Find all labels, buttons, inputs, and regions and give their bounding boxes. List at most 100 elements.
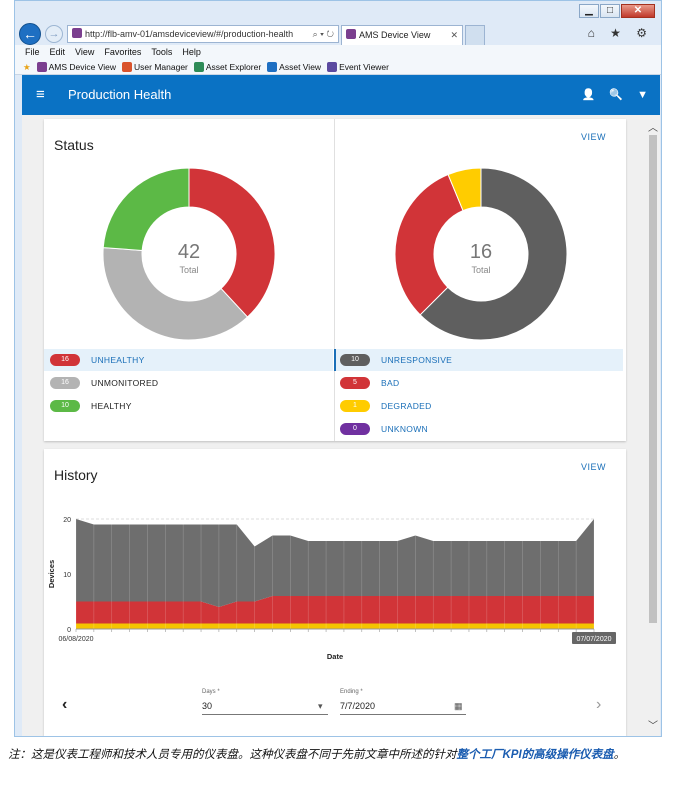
left-donut-chart: 42 Total [102,167,276,341]
favorite-site-icon [36,62,47,72]
days-dropdown-icon[interactable]: ▾ [318,701,323,711]
favorite-link[interactable]: Asset View [267,59,321,74]
legend-row-unmonitored[interactable]: 16 UNMONITORED [44,372,333,394]
donut-slice-unhealthy[interactable] [188,167,276,318]
back-button[interactable]: ← [19,23,41,45]
minimize-button[interactable]: ▁ [579,4,599,18]
count-badge: 16 [50,354,80,366]
donut-slice-bad[interactable] [394,173,464,316]
favorite-link[interactable]: Asset Explorer [193,59,262,74]
menu-item-view[interactable]: View [75,47,95,57]
count-badge: 16 [50,377,80,389]
favorite-label: AMS Device View [48,62,117,72]
tab-title: AMS Device View [359,30,431,40]
donut-total-label: Total [179,265,198,275]
days-underline [202,714,328,715]
scrollbar-thumb[interactable] [649,135,657,623]
ending-label: Ending * [340,689,363,695]
count-badge: 1 [340,400,370,412]
menu-item-tools[interactable]: Tools [151,47,173,57]
area-series-0 [76,623,594,629]
legend-label[interactable]: UNHEALTHY [91,355,145,365]
legend-label[interactable]: UNMONITORED [91,378,159,388]
days-select[interactable]: 30 [202,701,213,711]
scroll-down-icon[interactable]: ﹀ [648,721,658,732]
tab-close-icon[interactable]: ✕ [450,30,458,40]
legend-row-unhealthy[interactable]: 16 UNHEALTHY [44,349,333,371]
x-start-label: 06/08/2020 [58,636,93,643]
search-icon[interactable]: 🔍 [609,89,624,101]
donut-total-label: Total [471,265,490,275]
menu-item-favorites[interactable]: Favorites [104,47,142,57]
selection-indicator [334,349,336,371]
legend-row-bad[interactable]: 5 BAD [334,372,623,394]
x-end-label: 07/07/2020 [576,636,611,643]
address-actions-icon[interactable]: ⌕ ▾ ↻ [312,29,334,39]
favorites-star-icon[interactable]: ★ [23,62,31,72]
legend-row-unresponsive[interactable]: 10 UNRESPONSIVE [334,349,623,371]
menu-item-edit[interactable]: Edit [49,47,66,57]
maximize-button[interactable]: □ [600,4,620,18]
menu-bar: File Edit View Favorites Tools Help [15,45,661,59]
donut-slice-unmonitored[interactable] [102,247,249,341]
menu-item-help[interactable]: Help [182,47,201,57]
scroll-up-icon[interactable]: ︿ [648,123,658,134]
favorite-link[interactable]: User Manager [122,59,188,74]
x-axis-label: Date [327,652,343,661]
donut-slice-healthy[interactable] [102,167,190,252]
caption-highlight-kpi: KPI [502,749,522,761]
menu-item-file[interactable]: File [25,47,40,57]
next-page-button[interactable]: › [596,696,602,713]
vertical-scrollbar[interactable]: ︿ ﹀ [646,115,660,736]
new-tab-button[interactable] [465,25,485,45]
caption-highlight-plant: 整个工厂 [456,749,503,761]
forward-button[interactable]: → [45,25,63,43]
legend-row-degraded[interactable]: 1 DEGRADED [334,395,623,417]
tab-ams-device-view[interactable]: AMS Device View ✕ [341,25,463,45]
user-icon[interactable]: 👤 [581,89,596,101]
legend-row-healthy[interactable]: 10 HEALTHY [44,395,333,417]
legend-label[interactable]: DEGRADED [381,401,432,411]
calendar-icon[interactable]: ▦ [454,701,463,711]
y-tick-label: 20 [63,517,71,524]
site-favicon-icon [72,28,82,38]
browser-window: ▁ □ ✕ ← → http://flb-amv-01/amsdevicevie… [14,0,662,737]
status-view-link[interactable]: VIEW [580,132,606,142]
y-tick-label: 10 [63,572,71,579]
donut-total-value: 42 [178,241,200,263]
hamburger-menu-icon[interactable]: ≡ [36,86,45,103]
legend-label[interactable]: UNKNOWN [381,424,428,434]
donut-slice-degraded[interactable] [447,167,482,212]
favorite-label: Asset Explorer [205,62,262,72]
legend-label[interactable]: HEALTHY [91,401,132,411]
legend-label[interactable]: UNRESPONSIVE [381,355,453,365]
status-card: Status VIEW 42 Total 16 Total 16 UNHEALTHY 1… [44,119,626,441]
tab-favicon-icon [346,29,356,39]
favorite-site-icon [327,62,338,72]
favorite-link[interactable]: AMS Device View [36,59,117,74]
x-end-tooltip [572,632,616,644]
days-label: Days * [202,689,220,695]
favorite-site-icon [267,62,278,72]
filter-icon[interactable]: ▼ [637,89,648,101]
history-view-link[interactable]: VIEW [580,462,606,472]
history-title: History [54,467,98,483]
address-bar[interactable]: http://flb-amv-01/amsdeviceview/#/produc… [67,25,339,43]
ending-date-input[interactable]: 7/7/2020 [340,701,376,711]
favorite-link[interactable]: Event Viewer [327,59,389,74]
favorite-site-icon [122,62,133,72]
donut-slice-unresponsive[interactable] [419,167,568,341]
home-star-gear-icons[interactable]: ⌂ ★ ⚙ [587,26,653,40]
main-content: Status VIEW 42 Total 16 Total 16 UNHEALTHY 1… [22,115,660,736]
legend-label[interactable]: BAD [381,378,400,388]
close-button[interactable]: ✕ [621,4,655,18]
history-area-chart: 0 10 20 06/08/2020 07/07/2020 Date Devices [47,517,616,661]
address-text: http://flb-amv-01/amsdeviceview/#/produc… [85,29,294,39]
donut-total-value: 16 [470,241,492,263]
legend-row-unknown[interactable]: 0 UNKNOWN [334,418,623,440]
favorite-label: User Manager [134,62,188,72]
favorites-bar: ★ AMS Device View User Manager Asset Explor… [15,59,661,75]
caption-end: 。 [613,749,626,761]
count-badge: 10 [50,400,80,412]
prev-page-button[interactable]: ‹ [62,696,68,713]
